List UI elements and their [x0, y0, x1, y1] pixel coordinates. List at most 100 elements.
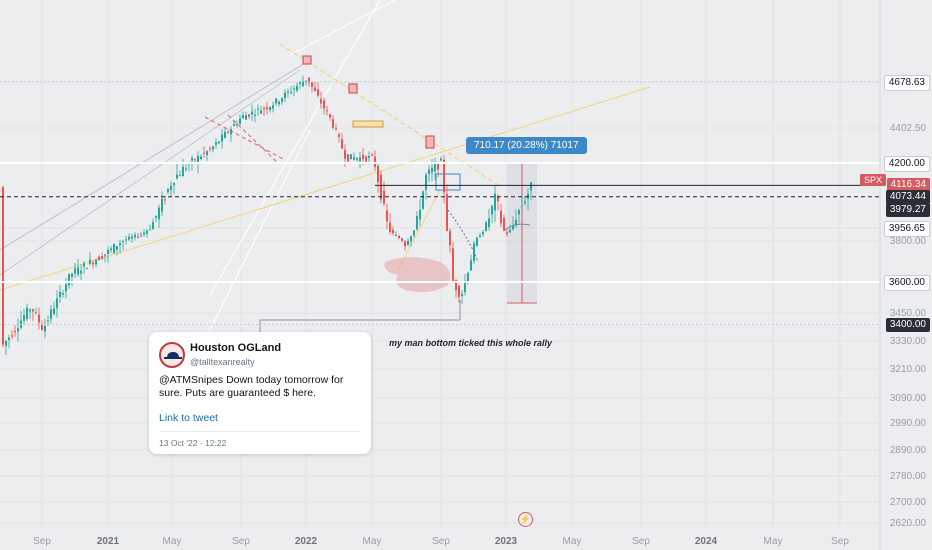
candle-body: [428, 169, 430, 175]
candle-body: [413, 230, 415, 236]
candle-body: [377, 165, 379, 183]
price-tag: 4200.00: [883, 156, 930, 172]
candle-body: [149, 229, 151, 231]
candle-body: [47, 320, 49, 322]
time-tick-label: Sep: [632, 536, 650, 547]
highlight-box: [435, 173, 461, 191]
candle-body: [17, 328, 19, 332]
highlight-box: [425, 135, 435, 149]
candle-body: [284, 92, 286, 99]
candle-body: [164, 199, 166, 201]
candle-body: [335, 128, 337, 130]
candle-body: [296, 85, 298, 91]
price-tick-label: 3090.00: [890, 393, 927, 404]
candle-body: [236, 124, 238, 126]
candle-body: [452, 248, 454, 282]
candle-body: [293, 88, 295, 90]
symbol-label[interactable]: SPX: [860, 174, 887, 186]
candle-body: [431, 167, 433, 173]
candle-body: [299, 82, 301, 84]
candle-body: [161, 198, 163, 212]
candle-body: [398, 236, 400, 239]
candle-body: [449, 231, 451, 246]
candle-body: [92, 262, 94, 265]
candle-body: [170, 186, 172, 191]
candle-body: [14, 330, 16, 332]
candle-body: [191, 158, 193, 161]
candle-body: [134, 234, 136, 238]
divider: [159, 431, 361, 432]
candle-body: [512, 225, 514, 230]
candle-body: [269, 107, 271, 110]
candle-body: [476, 237, 478, 246]
red-dashed-line: [227, 114, 279, 164]
candle-body: [464, 281, 466, 293]
candle-body: [443, 159, 445, 193]
candle-body: [266, 107, 268, 110]
candle-body: [368, 156, 370, 158]
candle-body: [122, 240, 124, 242]
candle-body: [311, 82, 313, 87]
price-tick-label: 2780.00: [890, 471, 927, 482]
candle-body: [314, 87, 316, 91]
candle-body: [101, 256, 103, 259]
candle-body: [371, 154, 373, 156]
candle-body: [350, 154, 352, 160]
cowboy-hat-icon: [167, 352, 179, 358]
lightning-icon[interactable]: ⚡: [518, 512, 533, 527]
time-tick-label: Sep: [432, 536, 450, 547]
candle-body: [290, 91, 292, 93]
candle-body: [200, 156, 202, 159]
price-tag: 3400.00: [885, 317, 930, 332]
candle-body: [332, 119, 334, 128]
candle-body: [230, 129, 232, 135]
candle-body: [32, 309, 34, 312]
candle-body: [497, 196, 499, 202]
candle-body: [128, 236, 130, 240]
candle-body: [239, 118, 241, 124]
candle-body: [56, 298, 58, 309]
candle-body: [524, 201, 526, 204]
highlight-box: [302, 55, 312, 65]
candle-body: [320, 98, 322, 104]
red-dashed-line: [204, 116, 286, 161]
tweet-card[interactable]: Houston OGLand @talltexanrealty @ATMSnip…: [149, 332, 371, 454]
candle-body: [218, 141, 220, 144]
time-axis: Sep 2021 May Sep 2022 May Sep 2023 May Sep 2024 May…: [0, 528, 880, 550]
candle-body: [329, 114, 331, 118]
gray-trendline: [0, 59, 311, 251]
candle-body: [137, 236, 139, 238]
candle-body: [305, 80, 307, 83]
candle-body: [275, 98, 277, 104]
candle-body: [365, 156, 367, 162]
candle-body: [500, 210, 502, 224]
price-tag: 3979.27: [885, 202, 930, 217]
price-tick-label: 3800.00: [890, 236, 927, 247]
candle-body: [248, 114, 250, 117]
tweet-link[interactable]: Link to tweet: [159, 412, 218, 424]
price-levels: [0, 81, 880, 326]
candle-body: [110, 248, 112, 251]
candle-body: [20, 320, 22, 328]
candle-body: [419, 209, 421, 220]
white-trendline: [209, 0, 381, 296]
candle-body: [425, 174, 427, 190]
brush-scribble: [384, 257, 451, 293]
candle-body: [11, 335, 13, 337]
candle-body: [323, 100, 325, 109]
candle-body: [272, 105, 274, 109]
candle-body: [176, 174, 178, 179]
candle-body: [326, 110, 328, 112]
candle-body: [50, 309, 52, 320]
candle-body: [23, 315, 25, 321]
candle-body: [383, 190, 385, 204]
candle-body: [77, 267, 79, 275]
candle-body: [221, 134, 223, 142]
candle-body: [152, 222, 154, 230]
candle-body: [485, 222, 487, 231]
candle-body: [113, 243, 115, 254]
candle-body: [242, 115, 244, 119]
candle-body: [263, 108, 265, 110]
candle-body: [119, 243, 121, 246]
